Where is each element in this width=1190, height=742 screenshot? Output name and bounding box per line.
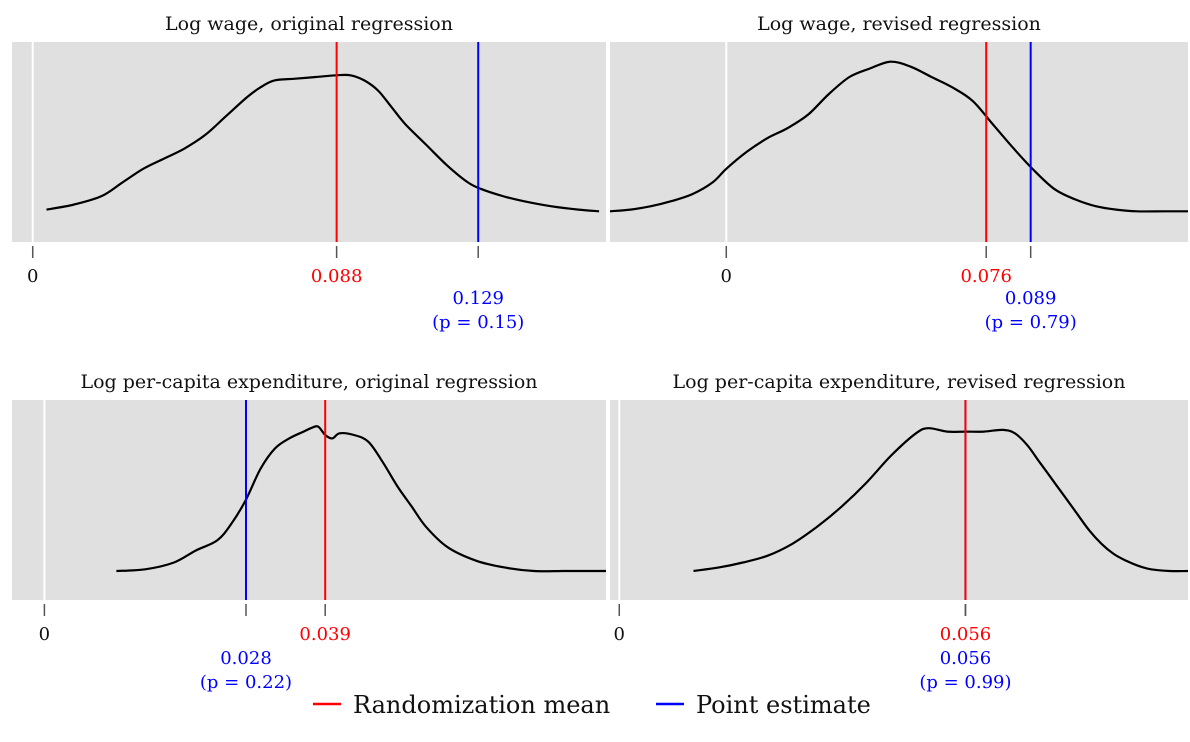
randomization-mean-label: 0.088 <box>311 266 363 287</box>
point-estimate-label: 0.056 <box>940 648 992 669</box>
panel-3: Log per-capita expenditure, original reg… <box>12 371 606 693</box>
density-curve <box>116 425 606 573</box>
density-curve <box>693 427 1189 573</box>
randomization-mean-label: 0.076 <box>960 266 1012 287</box>
panels: Log wage, original regression 0 0.088 0.129… <box>12 13 1189 693</box>
p-value-label: (p = 0.22) <box>200 672 292 693</box>
panel-title: Log per-capita expenditure, original reg… <box>80 371 537 393</box>
panel-background <box>12 400 606 600</box>
randomization-mean-label: 0.056 <box>940 624 992 645</box>
panel-title: Log wage, original regression <box>165 13 453 35</box>
zero-tick-label: 0 <box>39 624 50 645</box>
panel-1: Log wage, original regression 0 0.088 0.129… <box>12 13 606 333</box>
panel-background <box>610 42 1188 242</box>
panel-background <box>610 400 1188 600</box>
point-estimate-label: 0.028 <box>220 648 272 669</box>
zero-tick-label: 0 <box>721 266 732 287</box>
p-value-label: (p = 0.15) <box>432 312 524 333</box>
point-estimate-label: 0.129 <box>452 288 504 309</box>
legend-point-estimate-label: Point estimate <box>696 691 871 719</box>
point-estimate-label: 0.089 <box>1005 288 1057 309</box>
density-curve <box>609 60 1188 213</box>
panel-4: Log per-capita expenditure, revised regr… <box>610 371 1189 693</box>
legend-randomization-mean-label: Randomization mean <box>353 691 610 719</box>
zero-tick-label: 0 <box>614 624 625 645</box>
panel-title: Log wage, revised regression <box>757 13 1041 35</box>
randomization-mean-label: 0.039 <box>299 624 351 645</box>
panel-background <box>12 42 606 242</box>
zero-tick-label: 0 <box>27 266 38 287</box>
panel-title: Log per-capita expenditure, revised regr… <box>673 371 1126 393</box>
p-value-label: (p = 0.99) <box>919 672 1011 693</box>
p-value-label: (p = 0.79) <box>985 312 1077 333</box>
legend: Randomization mean Point estimate <box>313 691 871 719</box>
